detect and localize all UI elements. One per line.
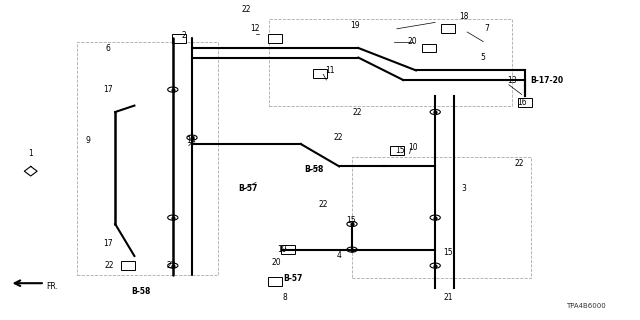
- Bar: [352, 157, 531, 278]
- FancyBboxPatch shape: [121, 261, 135, 270]
- Text: 20: 20: [271, 258, 282, 267]
- Text: 20: 20: [408, 37, 418, 46]
- Text: 9: 9: [86, 136, 91, 145]
- Text: 22: 22: [333, 133, 342, 142]
- FancyBboxPatch shape: [441, 24, 455, 33]
- FancyBboxPatch shape: [268, 277, 282, 286]
- Text: B-57: B-57: [239, 184, 258, 193]
- Text: 22: 22: [104, 261, 113, 270]
- Text: B-58: B-58: [131, 287, 150, 296]
- Text: 22: 22: [515, 159, 524, 168]
- Text: B-17-20: B-17-20: [531, 76, 564, 84]
- Text: B-57: B-57: [284, 274, 303, 283]
- FancyBboxPatch shape: [422, 44, 436, 52]
- Text: 22: 22: [319, 200, 328, 209]
- Text: TPA4B6000: TPA4B6000: [566, 303, 605, 308]
- Text: 13: 13: [507, 76, 517, 84]
- FancyBboxPatch shape: [268, 34, 282, 43]
- Text: 8: 8: [282, 293, 287, 302]
- Bar: [269, 19, 512, 106]
- Text: 16: 16: [516, 98, 527, 107]
- Text: FR.: FR.: [46, 282, 58, 291]
- Text: 6: 6: [105, 44, 110, 52]
- Text: 17: 17: [102, 239, 113, 248]
- Text: 19: 19: [276, 245, 287, 254]
- Text: 4: 4: [337, 252, 342, 260]
- Text: 2: 2: [182, 31, 187, 40]
- Text: 3: 3: [461, 184, 467, 193]
- Text: 10: 10: [408, 143, 418, 152]
- Text: 22: 22: [167, 261, 176, 270]
- FancyBboxPatch shape: [390, 146, 404, 155]
- Text: 1: 1: [28, 149, 33, 158]
- Text: 15: 15: [443, 248, 453, 257]
- FancyBboxPatch shape: [518, 98, 532, 107]
- Text: 14: 14: [186, 136, 196, 145]
- Text: 22: 22: [353, 108, 362, 116]
- Text: B-58: B-58: [304, 165, 323, 174]
- FancyBboxPatch shape: [172, 34, 186, 43]
- Text: 21: 21: [444, 293, 452, 302]
- Text: 18: 18: [460, 12, 468, 20]
- Text: 7: 7: [484, 24, 489, 33]
- Text: 5: 5: [481, 53, 486, 62]
- Text: 17: 17: [102, 85, 113, 94]
- Text: 15: 15: [346, 216, 356, 225]
- Bar: [77, 42, 218, 275]
- Text: 22: 22: [242, 5, 251, 14]
- FancyBboxPatch shape: [281, 245, 295, 254]
- Text: 12: 12: [250, 24, 259, 33]
- FancyBboxPatch shape: [313, 69, 327, 78]
- Text: 11: 11: [325, 66, 334, 75]
- Text: 19: 19: [350, 21, 360, 30]
- Text: 15: 15: [395, 146, 405, 155]
